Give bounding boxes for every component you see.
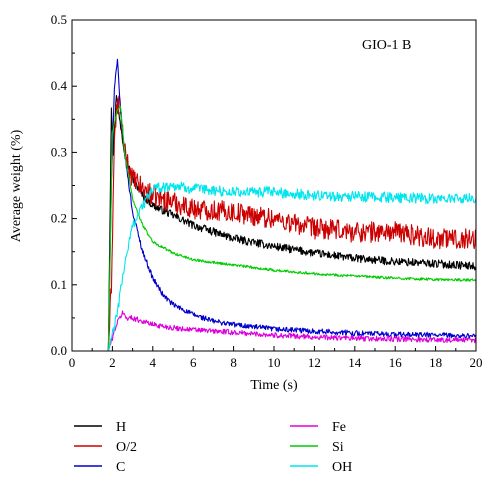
- legend-label: Si: [332, 440, 344, 455]
- series-line-c: [72, 58, 477, 352]
- x-tick-label: 0: [69, 355, 76, 370]
- series-line-si: [72, 105, 477, 352]
- y-tick-label: 0.4: [51, 78, 68, 93]
- x-tick-label: 12: [308, 355, 321, 370]
- legend-label: OH: [332, 460, 352, 475]
- y-axis-label: Average weight (%): [9, 129, 24, 242]
- y-tick-label: 0.3: [51, 144, 67, 159]
- y-tick-label: 0.5: [51, 12, 67, 27]
- x-tick-label: 10: [268, 355, 281, 370]
- x-tick-label: 18: [429, 355, 442, 370]
- ticks-layer: 0 2 4 6 8 10 12 14 16 18 20 0.0 0.1 0.2 0.3 0.4 0.5: [51, 12, 483, 370]
- legend-label: H: [116, 420, 126, 435]
- legend-label: O/2: [116, 440, 137, 455]
- x-tick-label: 14: [348, 355, 362, 370]
- x-tick-label: 16: [389, 355, 403, 370]
- plot-frame: [71, 19, 477, 352]
- x-tick-label: 6: [190, 355, 197, 370]
- series-line-oh: [72, 181, 477, 352]
- x-tick-label: 2: [109, 355, 116, 370]
- legend-label: C: [116, 460, 125, 475]
- series-line-o-2: [72, 95, 477, 352]
- y-tick-label: 0.0: [51, 343, 67, 358]
- legend-label: Fe: [332, 420, 346, 435]
- x-tick-label: 20: [470, 355, 483, 370]
- x-tick-label: 8: [230, 355, 237, 370]
- series-line-fe: [72, 310, 477, 352]
- x-axis-label: Time (s): [250, 378, 298, 393]
- y-tick-label: 0.1: [51, 277, 67, 292]
- y-tick-label: 0.2: [51, 211, 67, 226]
- series-layer: [72, 58, 477, 352]
- chart-annotation: GIO-1 B: [362, 38, 411, 53]
- legend: H O/2 C Fe Si OH: [74, 420, 352, 475]
- x-tick-label: 4: [150, 355, 157, 370]
